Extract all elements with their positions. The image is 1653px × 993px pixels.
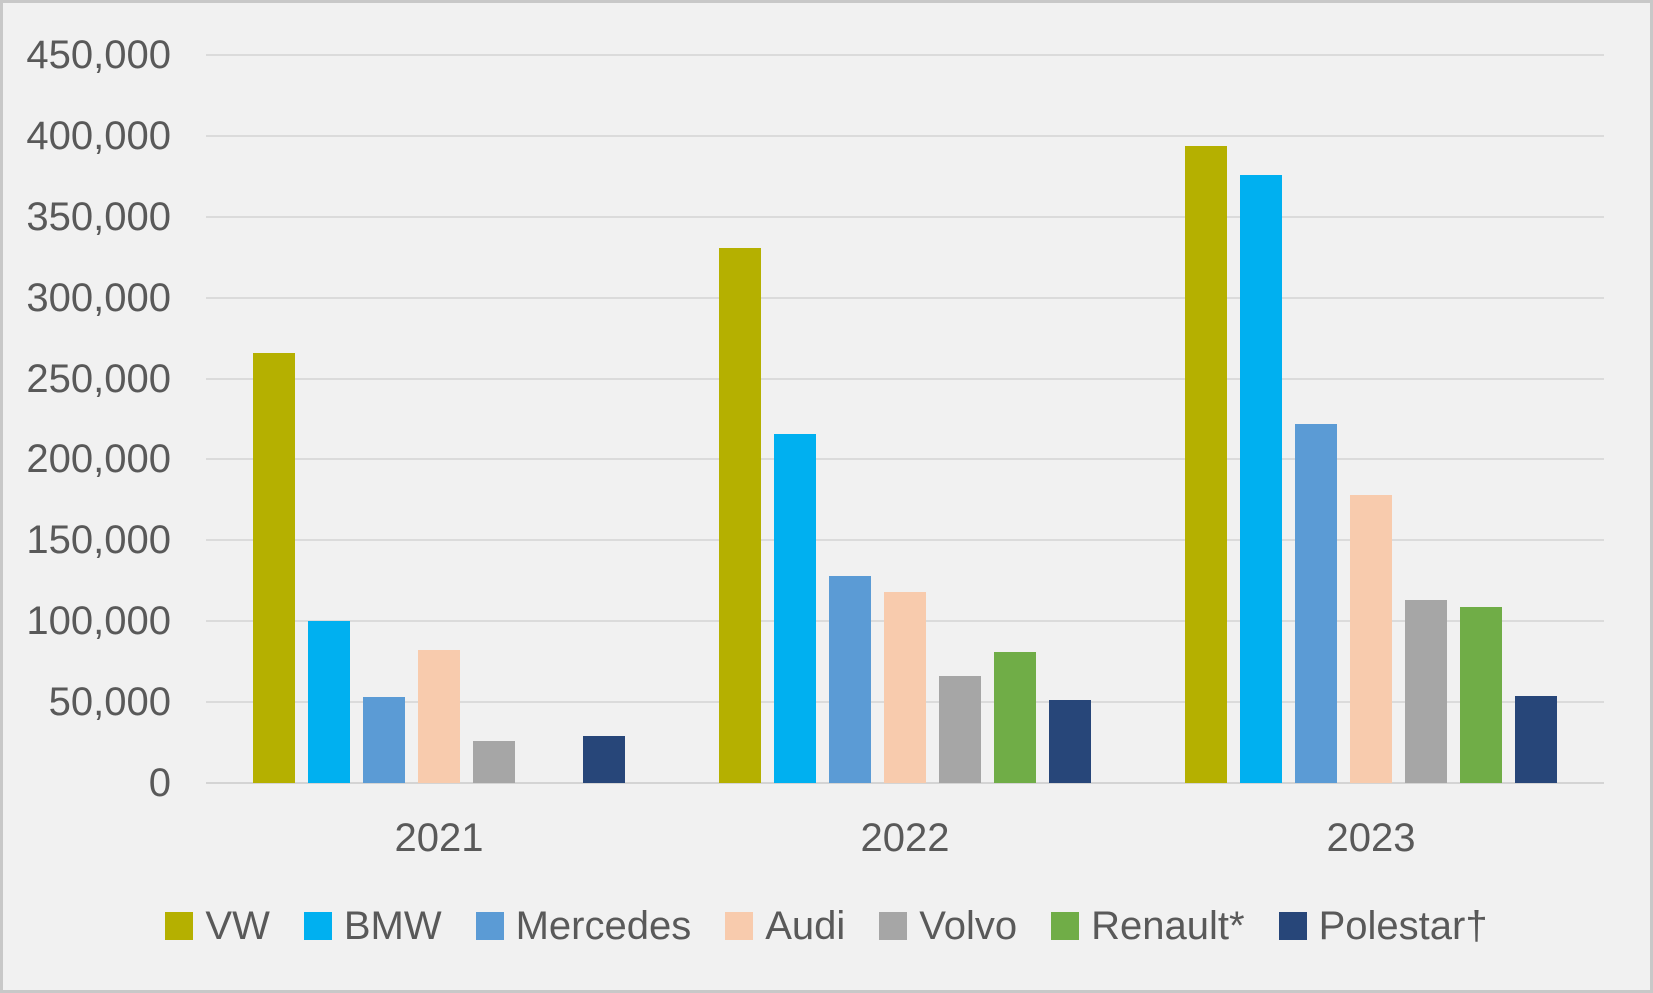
gridline-450000	[206, 54, 1604, 56]
bar-bmw-2023	[1240, 174, 1282, 783]
legend-label-volvo: Volvo	[919, 904, 1018, 948]
bar-vw-2021	[253, 352, 295, 783]
y-tick-label-150-000: 150,000	[26, 518, 171, 563]
gridline-150000	[206, 539, 1604, 542]
legend-item-vw: VW	[165, 904, 270, 948]
bar-vw-2022	[719, 247, 761, 783]
bar-mercedes-2022	[829, 575, 871, 783]
legend: VW BMW Mercedes Audi Volvo Renault* Polestar†	[3, 900, 1650, 952]
bar-polestar-2023	[1515, 695, 1557, 783]
gridline-300000	[206, 296, 1604, 299]
y-tick-label-50-000: 50,000	[48, 680, 171, 725]
bar-volvo-2023	[1405, 600, 1447, 783]
legend-label-vw: VW	[205, 904, 270, 948]
bar-polestar-2021	[583, 736, 625, 783]
gridline-400000	[206, 134, 1604, 137]
y-tick-label-300-000: 300,000	[26, 275, 171, 320]
y-tick-label-350-000: 350,000	[26, 194, 171, 239]
legend-item-polestar: Polestar†	[1278, 904, 1488, 948]
y-tick-label-250-000: 250,000	[26, 356, 171, 401]
gridline-200000	[206, 458, 1604, 461]
bar-audi-2022	[884, 592, 926, 783]
legend-swatch-audi	[725, 912, 754, 940]
x-axis-line	[206, 782, 1604, 784]
bar-renault-2022	[994, 651, 1036, 783]
legend-swatch-mercedes	[475, 912, 504, 940]
legend-label-mercedes: Mercedes	[515, 904, 692, 948]
legend-item-volvo: Volvo	[879, 904, 1017, 948]
legend-label-bmw: BMW	[343, 904, 442, 948]
legend-label-renault: Renault*	[1091, 904, 1245, 948]
x-tick-label-2023: 2023	[1326, 816, 1416, 860]
legend-label-polestar: Polestar†	[1318, 904, 1488, 948]
bar-renault-2023	[1460, 606, 1502, 783]
bar-audi-2021	[418, 650, 460, 783]
y-tick-label-200-000: 200,000	[26, 437, 171, 482]
bar-bmw-2021	[308, 621, 350, 783]
y-tick-label-0: 0	[148, 761, 171, 805]
legend-swatch-volvo	[879, 912, 908, 940]
y-tick-label-100-000: 100,000	[26, 599, 171, 644]
y-tick-label-400-000: 400,000	[26, 113, 171, 158]
bar-audi-2023	[1350, 495, 1392, 783]
legend-swatch-polestar	[1278, 912, 1307, 940]
legend-swatch-renault	[1051, 912, 1080, 940]
legend-item-bmw: BMW	[303, 904, 442, 948]
x-tick-label-2021: 2021	[394, 816, 484, 860]
bar-mercedes-2023	[1295, 423, 1337, 783]
bar-mercedes-2021	[363, 697, 405, 783]
bar-volvo-2022	[939, 676, 981, 783]
legend-item-mercedes: Mercedes	[475, 904, 692, 948]
bar-vw-2023	[1185, 145, 1227, 783]
legend-label-audi: Audi	[765, 904, 846, 948]
gridline-350000	[206, 215, 1604, 218]
legend-item-audi: Audi	[725, 904, 845, 948]
x-tick-label-2022: 2022	[860, 816, 950, 860]
legend-swatch-bmw	[303, 912, 332, 940]
bar-bmw-2022	[774, 433, 816, 783]
legend-swatch-vw	[165, 912, 194, 940]
bar-polestar-2022	[1049, 700, 1091, 783]
legend-item-renault: Renault*	[1051, 904, 1245, 948]
bar-volvo-2021	[473, 740, 515, 783]
y-tick-label-450-000: 450,000	[26, 33, 171, 77]
gridline-250000	[206, 377, 1604, 380]
